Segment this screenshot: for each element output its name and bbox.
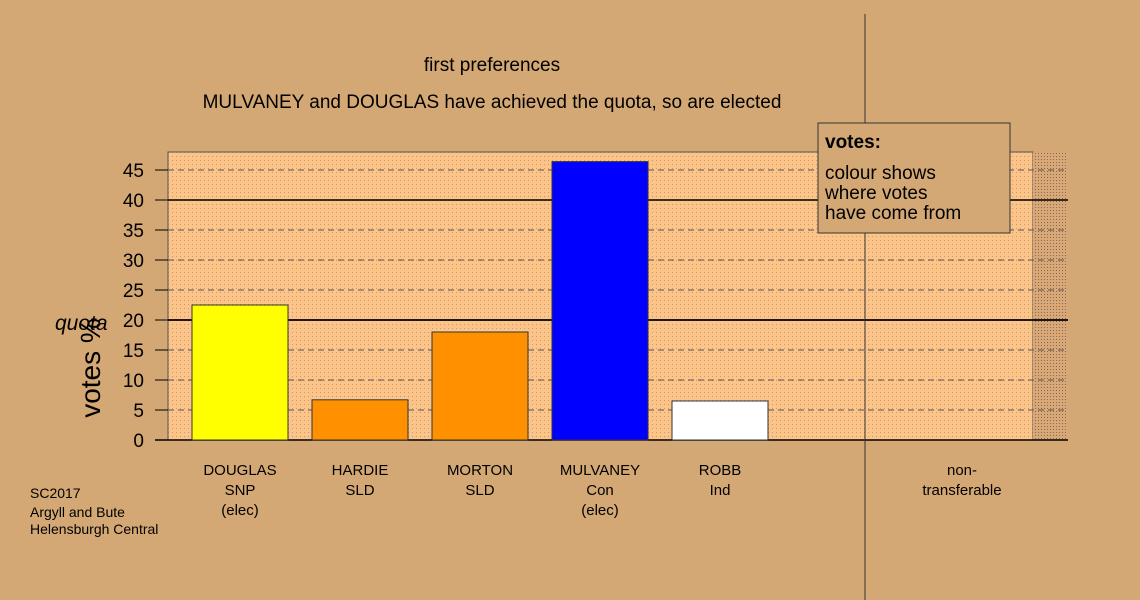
y-tick-label: 20 [123, 311, 144, 332]
bar [671, 400, 769, 441]
quota-label: quota [55, 312, 108, 335]
legend-line-1: colour shows [825, 163, 936, 184]
bar [191, 304, 289, 441]
x-category-label: HARDIE [332, 462, 389, 479]
chart-title: first preferences [424, 55, 560, 76]
footer-line-2: Argyll and Bute [30, 504, 125, 520]
y-tick-label: 10 [123, 371, 144, 392]
x-category-label: (elec) [221, 502, 259, 519]
y-tick-label: 25 [123, 281, 144, 302]
legend-line-2: where votes [824, 183, 927, 204]
bar [431, 331, 529, 441]
legend-line-3: have come from [825, 203, 961, 224]
y-tick-label: 35 [123, 221, 144, 242]
y-tick-label: 15 [123, 341, 144, 362]
x-category-label: (elec) [581, 502, 619, 519]
y-tick-label: 45 [123, 161, 144, 182]
nontransferable-region [1033, 152, 1068, 440]
x-category-label: MORTON [447, 462, 513, 479]
chart-subtitle: MULVANEY and DOUGLAS have achieved the q… [203, 92, 782, 113]
legend-title: votes: [825, 132, 881, 153]
x-category-label: MULVANEY [560, 462, 640, 479]
x-category-label: SLD [345, 482, 374, 499]
x-category-label: DOUGLAS [203, 462, 276, 479]
y-tick-label: 40 [123, 191, 144, 212]
x-category-label-nontransferable: transferable [922, 482, 1001, 499]
x-category-label: ROBB [699, 462, 742, 479]
y-axis: 0 5 10 15 20 25 30 35 40 45 [123, 161, 1068, 452]
legend-box: votes: colour shows where votes have com… [817, 122, 1011, 234]
x-category-label: Ind [710, 482, 731, 499]
bar [311, 399, 409, 441]
bars [191, 161, 769, 441]
x-category-label-nontransferable: non- [947, 462, 977, 479]
x-category-label: Con [586, 482, 614, 499]
bar [551, 161, 649, 441]
footer: SC2017 Argyll and Bute Helensburgh Centr… [30, 485, 158, 537]
x-category-label: SNP [225, 482, 256, 499]
y-tick-label: 5 [133, 401, 144, 422]
footer-line-1: SC2017 [30, 485, 81, 501]
y-tick-label: 0 [133, 431, 144, 452]
x-category-label: SLD [465, 482, 494, 499]
y-tick-label: 30 [123, 251, 144, 272]
y-axis-label: votes % [75, 318, 106, 418]
footer-line-3: Helensburgh Central [30, 521, 158, 537]
category-labels: DOUGLAS SNP (elec) HARDIE SLD MORTON SLD MULVAN… [203, 462, 1001, 519]
